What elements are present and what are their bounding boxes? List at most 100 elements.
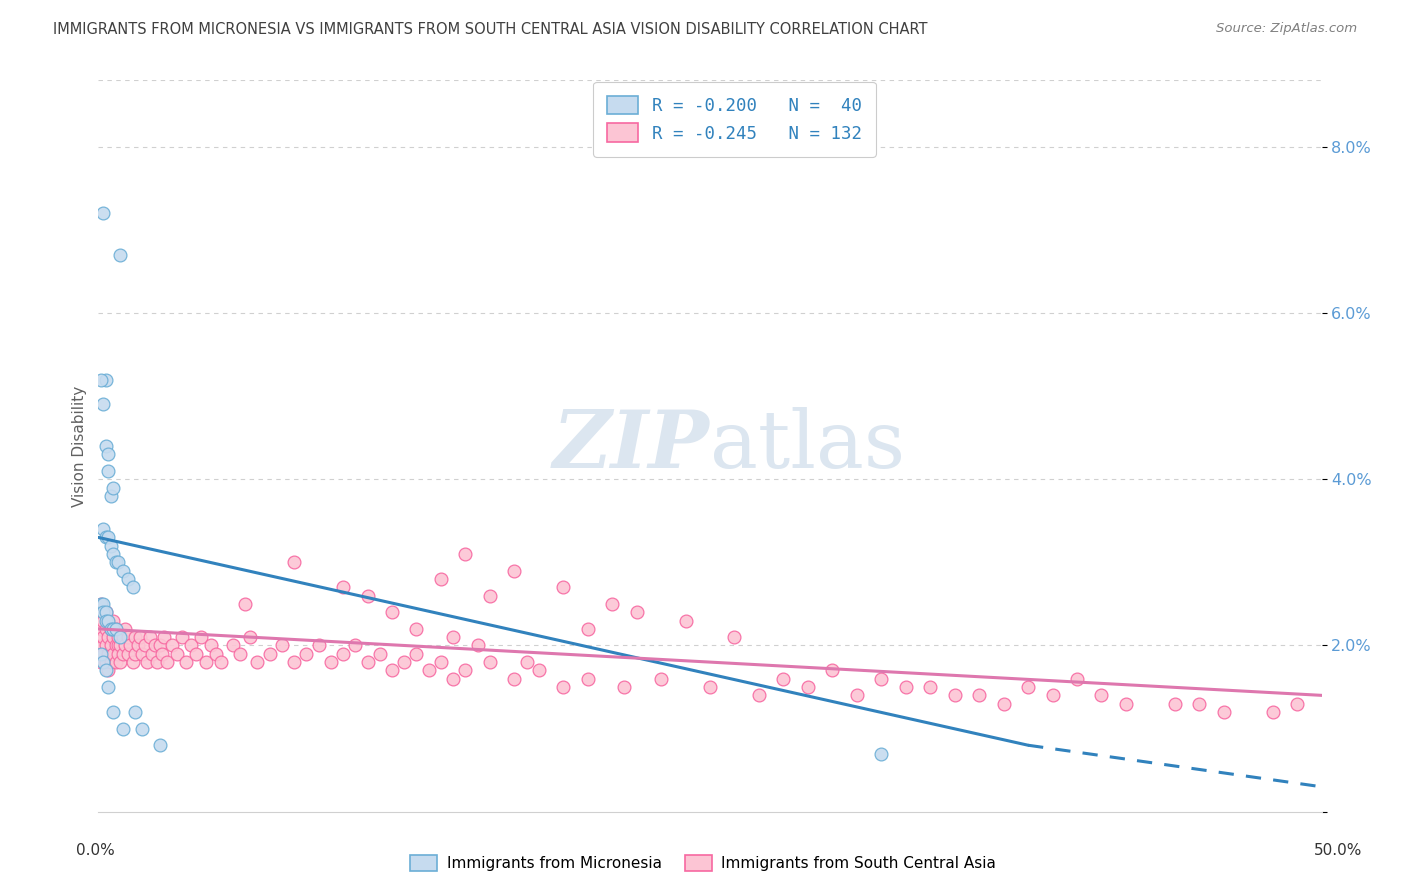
Point <box>94 614 117 628</box>
Point <box>503 672 526 686</box>
Point <box>356 589 378 603</box>
Point <box>772 672 794 686</box>
Point <box>114 639 136 653</box>
Point <box>97 614 120 628</box>
Point <box>91 647 114 661</box>
Point <box>943 689 966 703</box>
Point <box>101 614 124 628</box>
Point <box>1090 689 1112 703</box>
Point <box>101 547 124 561</box>
Point <box>91 522 114 536</box>
Point <box>91 639 114 653</box>
Point <box>90 655 112 669</box>
Point <box>94 639 117 653</box>
Point <box>153 630 176 644</box>
Point <box>503 564 526 578</box>
Point <box>381 605 404 619</box>
Point <box>104 622 127 636</box>
Point <box>90 647 112 661</box>
Point <box>90 597 112 611</box>
Point <box>91 206 114 220</box>
Point <box>107 647 129 661</box>
Point <box>209 655 232 669</box>
Point <box>229 647 252 661</box>
Point <box>1115 697 1137 711</box>
Legend: Immigrants from Micronesia, Immigrants from South Central Asia: Immigrants from Micronesia, Immigrants f… <box>404 849 1002 877</box>
Point <box>1286 697 1309 711</box>
Point <box>967 689 990 703</box>
Point <box>1188 697 1211 711</box>
Point <box>1066 672 1088 686</box>
Point <box>920 680 942 694</box>
Point <box>626 605 648 619</box>
Point <box>141 647 163 661</box>
Point <box>94 622 117 636</box>
Point <box>101 481 124 495</box>
Point <box>110 630 132 644</box>
Point <box>90 597 112 611</box>
Point <box>160 639 183 653</box>
Point <box>143 639 166 653</box>
Point <box>149 738 172 752</box>
Point <box>91 614 114 628</box>
Point <box>100 622 122 636</box>
Point <box>515 655 537 669</box>
Point <box>870 747 893 761</box>
Point <box>107 555 129 569</box>
Point <box>332 580 354 594</box>
Point <box>600 597 623 611</box>
Point <box>441 630 464 644</box>
Point <box>100 639 122 653</box>
Point <box>131 722 153 736</box>
Point <box>430 572 453 586</box>
Point <box>100 622 122 636</box>
Point <box>91 597 114 611</box>
Point <box>121 580 143 594</box>
Point <box>1017 680 1039 694</box>
Point <box>149 639 172 653</box>
Point <box>139 630 162 644</box>
Point <box>205 647 228 661</box>
Point <box>111 647 134 661</box>
Point <box>1042 689 1064 703</box>
Legend: R = -0.200   N =  40, R = -0.245   N = 132: R = -0.200 N = 40, R = -0.245 N = 132 <box>593 82 876 157</box>
Point <box>405 647 427 661</box>
Point <box>454 664 477 678</box>
Point <box>186 647 208 661</box>
Point <box>129 630 152 644</box>
Point <box>121 655 143 669</box>
Point <box>94 605 117 619</box>
Point <box>1212 705 1234 719</box>
Point <box>418 664 440 678</box>
Point <box>100 655 122 669</box>
Point <box>821 664 844 678</box>
Point <box>111 630 134 644</box>
Text: 50.0%: 50.0% <box>1315 843 1362 858</box>
Point <box>190 630 212 644</box>
Point <box>478 655 501 669</box>
Point <box>146 655 169 669</box>
Point <box>100 539 122 553</box>
Point <box>344 639 367 653</box>
Text: Source: ZipAtlas.com: Source: ZipAtlas.com <box>1216 22 1357 36</box>
Point <box>699 680 721 694</box>
Point <box>101 705 124 719</box>
Point <box>150 647 173 661</box>
Point <box>120 639 142 653</box>
Point <box>97 464 120 478</box>
Point <box>176 655 198 669</box>
Point <box>117 630 139 644</box>
Point <box>441 672 464 686</box>
Point <box>94 372 117 386</box>
Point <box>90 622 112 636</box>
Point <box>613 680 636 694</box>
Point <box>97 647 120 661</box>
Point <box>283 555 305 569</box>
Point <box>111 564 134 578</box>
Point <box>114 622 136 636</box>
Point <box>246 655 269 669</box>
Point <box>1261 705 1284 719</box>
Point <box>527 664 550 678</box>
Text: IMMIGRANTS FROM MICRONESIA VS IMMIGRANTS FROM SOUTH CENTRAL ASIA VISION DISABILI: IMMIGRANTS FROM MICRONESIA VS IMMIGRANTS… <box>53 22 928 37</box>
Point <box>233 597 256 611</box>
